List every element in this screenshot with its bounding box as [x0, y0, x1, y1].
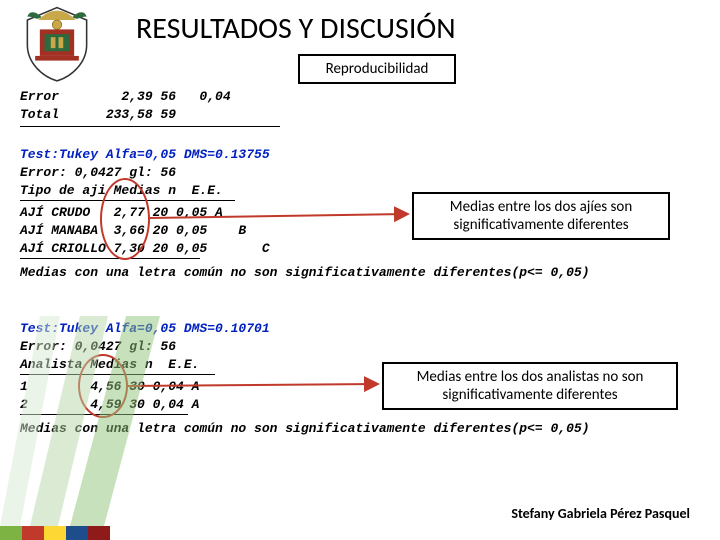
tukey1-header: Test:Tukey Alfa=0,05 DMS=0.13755 — [20, 146, 270, 164]
highlight-ellipse-ajies — [100, 178, 150, 260]
box-ajies-text: Medias entre los dos ajíes son significa… — [450, 198, 632, 234]
tukey1-rule-bottom — [20, 258, 200, 259]
box-reproducibilidad: Reproducibilidad — [298, 54, 456, 84]
footer-color-bar — [0, 526, 110, 540]
anova-total-row: Total 233,58 59 — [20, 106, 176, 124]
box-reproducibilidad-text: Reproducibilidad — [326, 60, 429, 78]
slide-title: RESULTADOS Y DISCUSIÓN — [136, 10, 456, 47]
box-analistas-text: Medias entre los dos analistas no son si… — [417, 368, 644, 404]
anova-rule — [20, 126, 280, 127]
footer-author: Stefany Gabriela Pérez Pasquel — [511, 505, 690, 522]
anova-error-row: Error 2,39 56 0,04 — [20, 88, 231, 106]
box-ajies: Medias entre los dos ajíes son significa… — [412, 192, 670, 240]
institution-logo — [18, 6, 96, 84]
tukey1-error: Error: 0,0427 gl: 56 — [20, 164, 176, 182]
box-analistas: Medias entre los dos analistas no son si… — [382, 362, 678, 410]
tukey1-note: Medias con una letra común no son signif… — [20, 264, 590, 282]
watermark-bars — [0, 316, 180, 526]
